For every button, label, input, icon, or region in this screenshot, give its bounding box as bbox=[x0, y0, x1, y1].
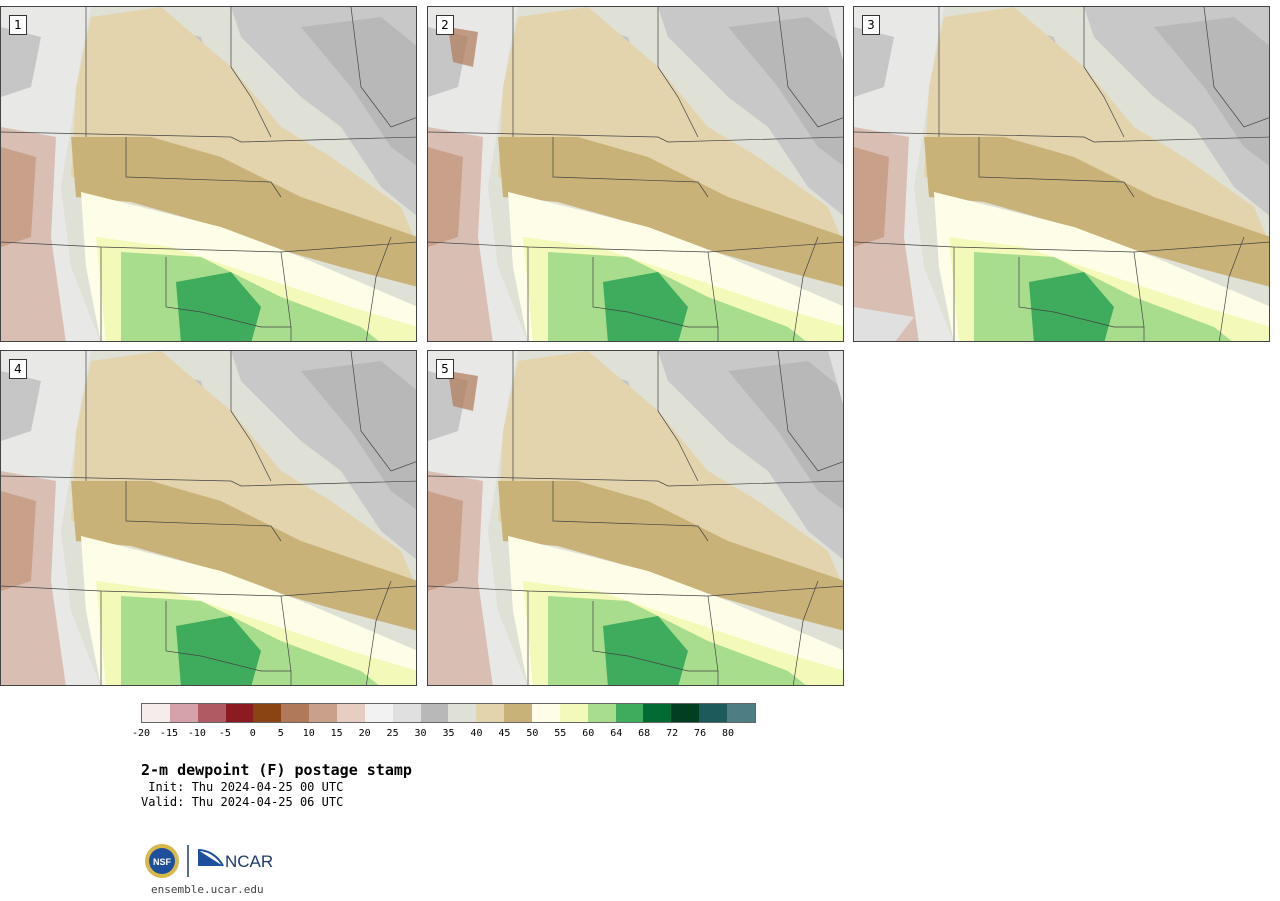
colorbar-cell bbox=[309, 704, 338, 722]
colorbar-tick-label: 20 bbox=[358, 728, 371, 739]
colorbar-cell bbox=[504, 704, 533, 722]
colorbar-tick-label: 0 bbox=[249, 728, 256, 739]
colorbar-tick-label: 30 bbox=[414, 728, 427, 739]
panel-number: 1 bbox=[9, 15, 27, 35]
dewpoint-map bbox=[1, 7, 417, 342]
panel-number: 2 bbox=[436, 15, 454, 35]
colorbar-tick-label: 10 bbox=[302, 728, 315, 739]
map-panel-4: 4 bbox=[0, 350, 417, 686]
colorbar-tick-label: -10 bbox=[187, 728, 206, 739]
colorbar-cell bbox=[420, 704, 449, 722]
website-url: ensemble.ucar.edu bbox=[151, 883, 264, 896]
init-time: Init: Thu 2024-04-25 00 UTC bbox=[141, 780, 344, 794]
colorbar-tick-label: 55 bbox=[554, 728, 567, 739]
colorbar-tick-label: 45 bbox=[498, 728, 511, 739]
colorbar-cell bbox=[142, 704, 170, 722]
colorbar-cell bbox=[587, 704, 616, 722]
chart-title: 2-m dewpoint (F) postage stamp bbox=[141, 761, 412, 779]
nsf-ncar-logo: NSF NCAR bbox=[143, 842, 278, 882]
colorbar-tick-label: -5 bbox=[218, 728, 231, 739]
dewpoint-map bbox=[428, 351, 844, 686]
colorbar-cell bbox=[169, 704, 198, 722]
colorbar-cell bbox=[615, 704, 644, 722]
panel-number: 3 bbox=[862, 15, 880, 35]
colorbar-cell bbox=[337, 704, 365, 722]
dewpoint-map bbox=[428, 7, 844, 342]
panel-number: 5 bbox=[436, 359, 454, 379]
colorbar-tick-label: -15 bbox=[159, 728, 178, 739]
colorbar-cell bbox=[699, 704, 728, 722]
colorbar-cell bbox=[727, 704, 755, 722]
svg-text:NCAR: NCAR bbox=[225, 852, 273, 871]
dewpoint-map bbox=[854, 7, 1270, 342]
colorbar-tick-label: 60 bbox=[582, 728, 595, 739]
colorbar-cell bbox=[643, 704, 672, 722]
colorbar-tick-label: 72 bbox=[666, 728, 679, 739]
colorbar-cell bbox=[671, 704, 700, 722]
colorbar-cell bbox=[225, 704, 254, 722]
colorbar-cell bbox=[197, 704, 226, 722]
colorbar-cell bbox=[392, 704, 421, 722]
colorbar-tick-label: 5 bbox=[277, 728, 284, 739]
colorbar-tick-label: 68 bbox=[638, 728, 651, 739]
colorbar-tick-label: 15 bbox=[330, 728, 343, 739]
colorbar-tick-label: 80 bbox=[722, 728, 735, 739]
colorbar-tick-label: 25 bbox=[386, 728, 399, 739]
colorbar-tick-label: 64 bbox=[610, 728, 623, 739]
colorbar-cell bbox=[559, 704, 588, 722]
dewpoint-map bbox=[1, 351, 417, 686]
map-panel-1: 1 bbox=[0, 6, 417, 342]
colorbar-tick-label: -20 bbox=[131, 728, 151, 739]
map-panel-3: 3 bbox=[853, 6, 1270, 342]
colorbar-cell bbox=[253, 704, 282, 722]
valid-time: Valid: Thu 2024-04-25 06 UTC bbox=[141, 795, 344, 809]
svg-text:NSF: NSF bbox=[153, 857, 172, 867]
colorbar-tick-label: 40 bbox=[470, 728, 483, 739]
colorbar-cell bbox=[448, 704, 477, 722]
colorbar-cell bbox=[532, 704, 560, 722]
colorbar-cell bbox=[476, 704, 505, 722]
colorbar-ticks: -20 -15 -10 -5 0 5 10 15 20 25 30 35 40 45 50 55 60 64 68 7… bbox=[132, 728, 756, 742]
colorbar-tick-label: 35 bbox=[442, 728, 455, 739]
colorbar-cell bbox=[364, 704, 393, 722]
panel-number: 4 bbox=[9, 359, 27, 379]
map-panel-5: 5 bbox=[427, 350, 844, 686]
colorbar-tick-label: 76 bbox=[694, 728, 707, 739]
colorbar-cell bbox=[281, 704, 310, 722]
dewpoint-colorbar bbox=[141, 703, 756, 723]
map-panel-2: 2 bbox=[427, 6, 844, 342]
colorbar-tick-label: 50 bbox=[526, 728, 539, 739]
